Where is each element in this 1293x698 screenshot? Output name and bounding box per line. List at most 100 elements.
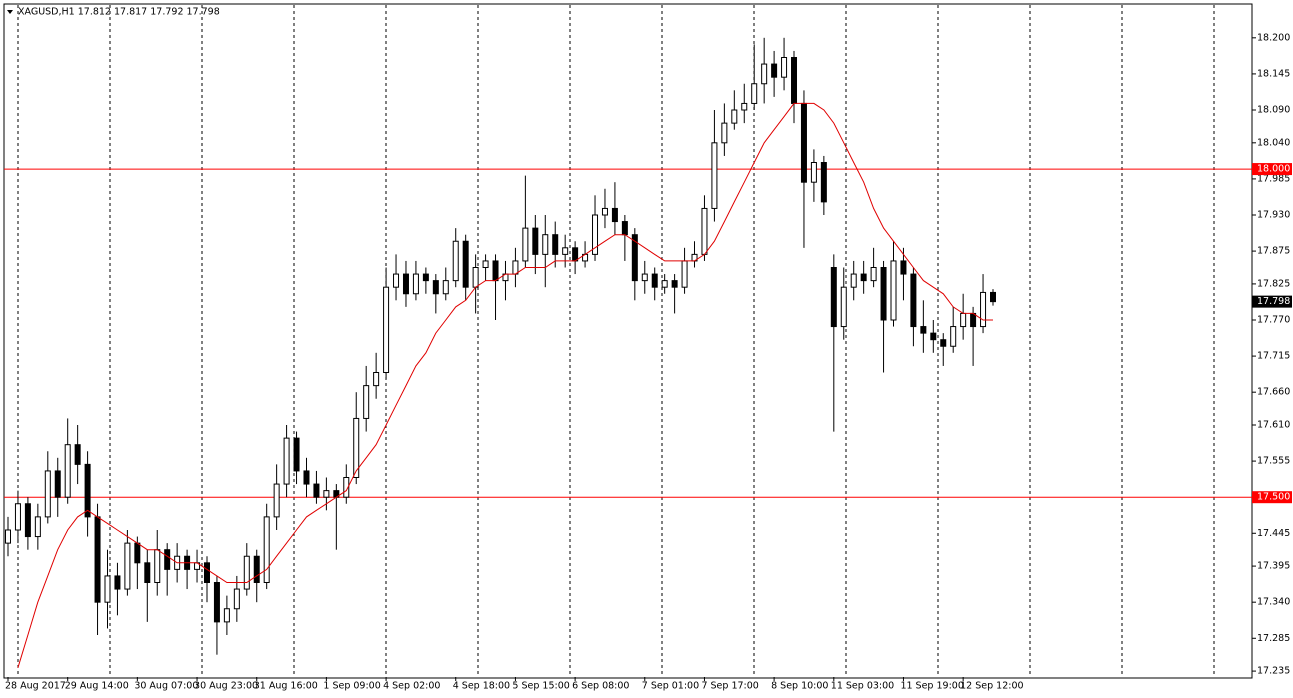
candle-body	[711, 142, 718, 209]
candle-body	[671, 280, 678, 288]
candle-body	[820, 162, 827, 203]
candle-body	[532, 227, 539, 255]
y-tick-label: 18.040	[1257, 137, 1290, 148]
x-tick-label: 4 Sep 18:00	[453, 681, 510, 692]
candle-body	[890, 260, 897, 321]
x-tick-label: 12 Sep 12:00	[960, 681, 1023, 692]
candle-body	[482, 260, 489, 268]
y-tick-label: 17.660	[1257, 387, 1290, 398]
candle-body	[144, 562, 151, 583]
x-tick-label: 11 Sep 19:00	[900, 681, 963, 692]
candle-body	[243, 555, 250, 590]
candle-body	[442, 280, 449, 295]
menu-arrow	[7, 10, 13, 14]
price-label: 17.798	[1257, 296, 1290, 307]
x-tick-label: 29 Aug 14:00	[65, 681, 129, 692]
candle-body	[721, 122, 728, 144]
x-tick-label: 1 Sep 09:00	[323, 681, 380, 692]
candle-body	[631, 234, 638, 282]
y-tick-label: 17.985	[1257, 173, 1290, 184]
candle-body	[343, 477, 350, 498]
candle-body	[24, 503, 31, 538]
x-tick-label: 28 Aug 2017	[5, 681, 66, 692]
candle-body	[104, 575, 111, 603]
y-tick-label: 17.395	[1257, 561, 1290, 572]
y-tick-label: 17.445	[1257, 528, 1290, 539]
candle-body	[373, 372, 380, 387]
y-tick-label: 17.285	[1257, 633, 1290, 644]
candle-body	[522, 227, 529, 262]
candle-body	[54, 470, 61, 498]
candle-body	[751, 83, 758, 104]
candle-body	[114, 575, 121, 590]
candle-body	[472, 267, 479, 288]
candle-body	[432, 280, 439, 295]
candle-body	[134, 542, 141, 564]
y-tick-label: 18.200	[1257, 32, 1290, 43]
candle-body	[960, 312, 967, 328]
level-label: 18.000	[1257, 164, 1290, 175]
candle-body	[512, 260, 519, 275]
x-tick-label: 8 Sep 10:00	[771, 681, 828, 692]
y-tick-label: 17.555	[1257, 456, 1290, 467]
candle-body	[422, 273, 429, 282]
candle-body	[5, 529, 11, 544]
candle-body	[74, 444, 81, 465]
candle-body	[14, 503, 21, 531]
price-label-box	[1252, 295, 1292, 308]
candle-body	[353, 417, 360, 478]
candle-body	[462, 240, 469, 288]
y-tick-label: 17.930	[1257, 210, 1290, 221]
candle-body	[34, 516, 41, 538]
candle-body	[920, 326, 927, 334]
level-label-box	[1252, 163, 1292, 176]
candle-body	[203, 562, 210, 583]
y-tick-label: 18.145	[1257, 68, 1290, 79]
candle-body	[980, 291, 987, 328]
candle-body	[323, 490, 330, 498]
candle-body	[840, 286, 847, 328]
candle-body	[154, 549, 161, 583]
x-tick-label: 11 Sep 03:00	[831, 681, 894, 692]
candle-body	[64, 444, 71, 498]
x-tick-label: 7 Sep 01:00	[642, 681, 699, 692]
candle-body	[940, 339, 947, 347]
candle-body	[761, 63, 768, 85]
y-tick-label: 17.610	[1257, 420, 1290, 431]
candle-body	[283, 437, 290, 485]
candle-body	[263, 516, 270, 583]
candle-body	[313, 483, 320, 498]
candle-body	[412, 273, 419, 295]
candle-body	[552, 234, 559, 255]
candle-body	[791, 57, 798, 104]
candle-body	[651, 273, 658, 288]
y-tick-label: 17.875	[1257, 246, 1290, 257]
candle-body	[990, 291, 996, 303]
candle-body	[363, 385, 370, 419]
candle-body	[860, 273, 867, 282]
candle-body	[880, 267, 887, 321]
candle-body	[383, 286, 390, 373]
candle-body	[641, 273, 648, 282]
y-tick-label: 17.825	[1257, 278, 1290, 289]
y-tick-label: 18.090	[1257, 105, 1290, 116]
candle-body	[542, 234, 549, 255]
candle-body	[213, 582, 220, 623]
y-tick-label: 17.235	[1257, 666, 1290, 677]
candle-body	[492, 260, 499, 282]
candle-body	[293, 437, 300, 472]
candle-body	[402, 273, 409, 295]
x-tick-label: 6 Sep 08:00	[572, 681, 629, 692]
candle-body	[930, 332, 937, 341]
candle-body	[592, 214, 599, 255]
x-tick-label: 30 Aug 07:00	[134, 681, 198, 692]
candle-body	[781, 57, 788, 78]
candle-body	[830, 267, 837, 328]
candle-body	[253, 555, 260, 583]
candle-body	[850, 273, 857, 288]
y-tick-label: 17.715	[1257, 351, 1290, 362]
candle-body	[572, 247, 579, 262]
candle-body	[810, 162, 817, 183]
